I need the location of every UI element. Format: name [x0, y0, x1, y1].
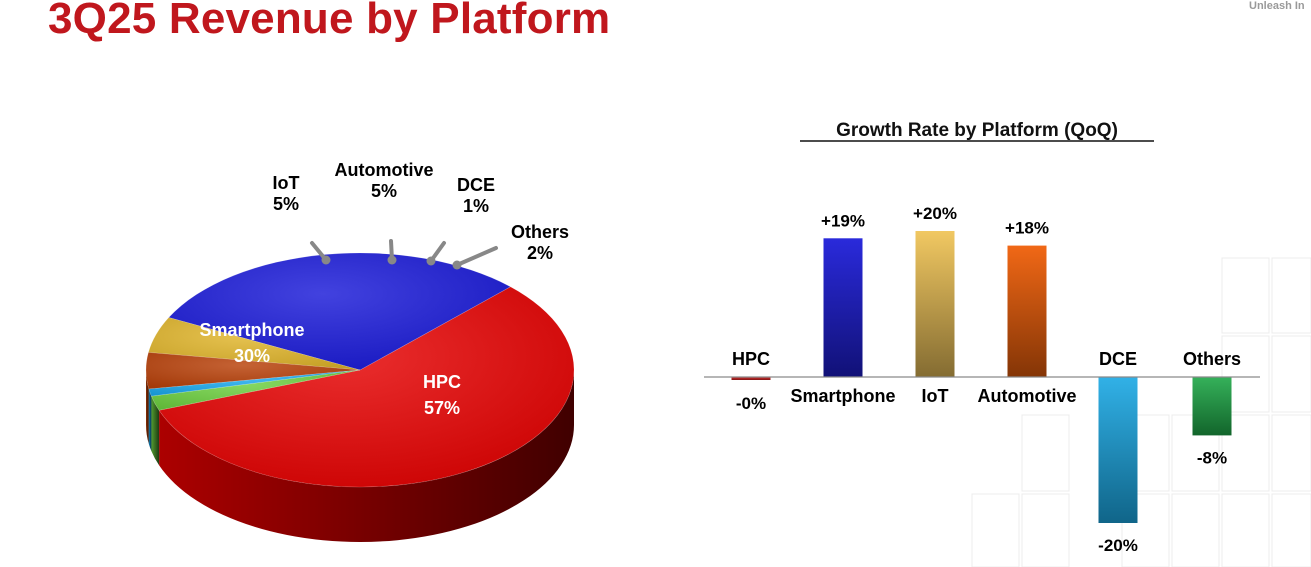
pie-label-dce: DCE	[457, 175, 495, 195]
brand-tagline: Unleash In	[1249, 0, 1305, 12]
pie-label-iot: IoT	[273, 173, 300, 193]
pie-side-automotive	[146, 370, 149, 444]
pie-slice-automotive	[145, 352, 361, 390]
pie-side-others	[151, 396, 160, 466]
pie-value-automotive: 5%	[371, 181, 397, 201]
pie-side-dce	[148, 388, 152, 452]
pie-leader-dot-iot	[321, 255, 331, 265]
growth-bar-chart: Growth Rate by Platform (QoQ) HPC -0% Smart…	[704, 120, 1260, 555]
bar-value-iot: +20%	[913, 204, 957, 223]
bar-value-hpc: -0%	[736, 394, 766, 413]
bar-dce	[1098, 377, 1138, 523]
pie-label-others: Others	[511, 222, 569, 242]
bar-value-dce: -20%	[1098, 536, 1138, 555]
pie-value-others: 2%	[527, 243, 553, 263]
page-title: 3Q25 Revenue by Platform	[48, 0, 611, 43]
bar-category-automotive: Automotive	[978, 386, 1077, 406]
bar-iot	[915, 231, 955, 377]
pie-slice-hpc	[158, 286, 575, 488]
pie-side-hpc	[159, 370, 574, 542]
bar-category-smartphone: Smartphone	[790, 386, 895, 406]
pie-label-hpc: HPC	[423, 372, 461, 392]
bar-category-iot: IoT	[922, 386, 949, 406]
pie-slice-dce	[148, 369, 361, 397]
pie-value-smartphone: 30%	[234, 346, 270, 366]
pie-leader-others	[455, 246, 498, 267]
bar-category-others: Others	[1183, 349, 1241, 369]
pie-value-iot: 5%	[273, 194, 299, 214]
pie-slice-smartphone	[168, 252, 512, 371]
bar-others	[1192, 377, 1232, 436]
pie-slice-others	[151, 369, 361, 411]
pie-leader-dot-dce	[426, 256, 436, 266]
bar-automotive	[1007, 245, 1047, 377]
pie-value-dce: 1%	[463, 196, 489, 216]
pie-leader-dot-others	[452, 260, 462, 270]
pie-label-automotive: Automotive	[335, 160, 434, 180]
pie-value-hpc: 57%	[424, 398, 460, 418]
pie-leader-dot-automotive	[387, 255, 397, 265]
bar-category-dce: DCE	[1099, 349, 1137, 369]
bar-value-others: -8%	[1197, 448, 1227, 467]
bar-hpc	[731, 377, 771, 380]
pie-side-walls	[146, 370, 574, 542]
pie-slice-iot	[148, 317, 361, 371]
bar-smartphone	[823, 238, 863, 377]
pie-label-smartphone: Smartphone	[199, 320, 304, 340]
bar-category-hpc: HPC	[732, 349, 770, 369]
bar-value-automotive: +18%	[1005, 219, 1049, 238]
bar-chart-title: Growth Rate by Platform (QoQ)	[836, 120, 1118, 141]
bar-value-smartphone: +19%	[821, 211, 865, 230]
